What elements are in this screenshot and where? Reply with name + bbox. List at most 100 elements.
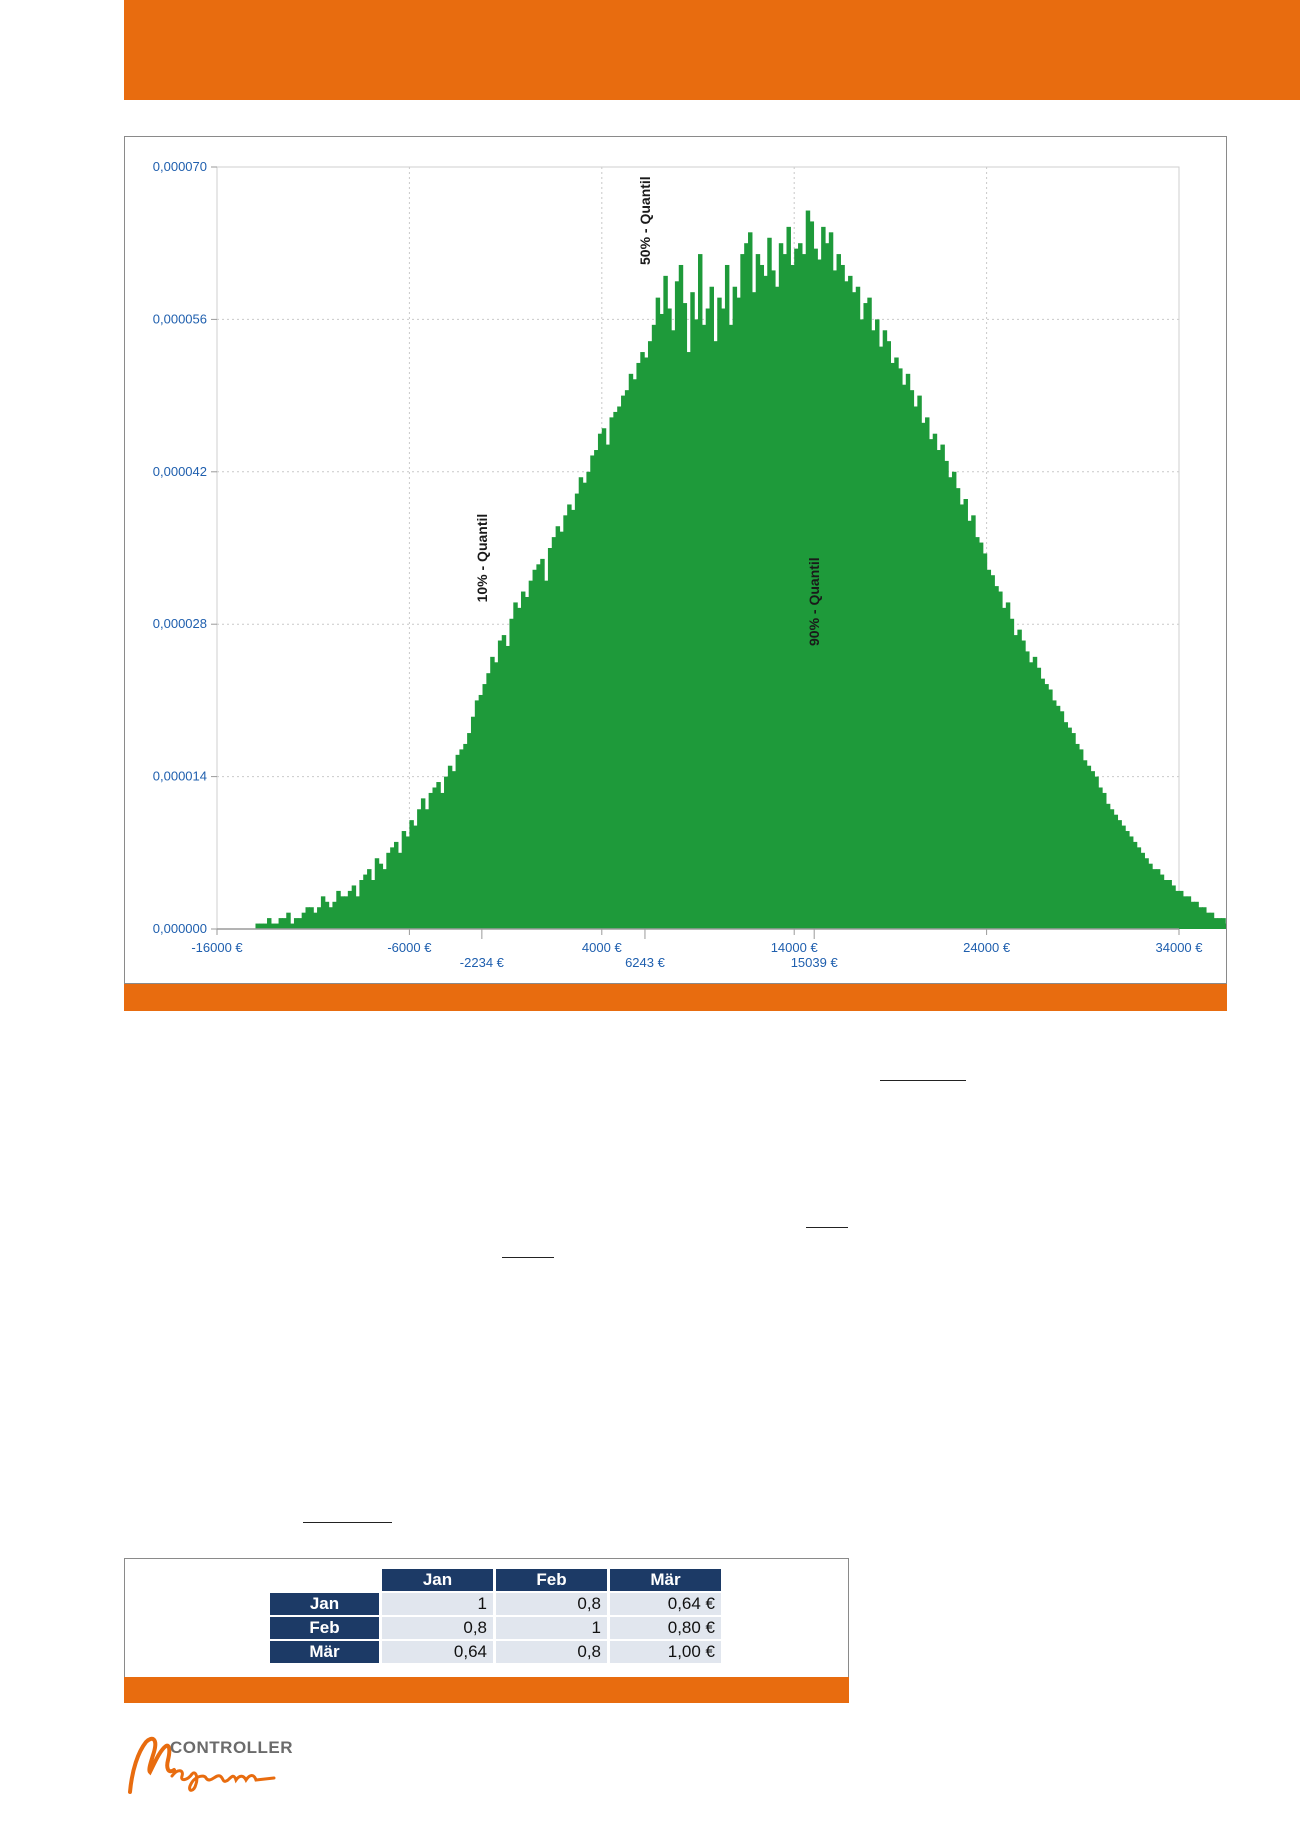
histogram-bar bbox=[667, 308, 672, 929]
histogram-bar bbox=[1198, 907, 1203, 929]
histogram-bar bbox=[490, 656, 495, 929]
histogram-bar bbox=[913, 406, 918, 929]
histogram-bar bbox=[698, 254, 703, 930]
histogram-bar bbox=[705, 308, 711, 929]
histogram-bar bbox=[486, 673, 491, 929]
histogram-bar bbox=[497, 640, 503, 929]
header-band bbox=[124, 0, 1300, 100]
histogram-bar bbox=[709, 286, 714, 929]
histogram-bar bbox=[717, 297, 722, 929]
histogram-bar bbox=[1128, 836, 1134, 929]
histogram-bar bbox=[513, 602, 518, 929]
histogram-bar bbox=[1179, 890, 1184, 929]
histogram-bar bbox=[774, 286, 780, 929]
histogram-bar bbox=[317, 907, 322, 929]
histogram-bar bbox=[982, 553, 988, 929]
histogram-bar bbox=[801, 254, 807, 930]
histogram-bar bbox=[474, 700, 480, 929]
histogram-bar bbox=[597, 433, 603, 929]
histogram-bar bbox=[320, 896, 326, 929]
histogram-bar bbox=[998, 591, 1003, 929]
histogram-bar bbox=[1136, 847, 1142, 929]
histogram-bar bbox=[928, 439, 934, 929]
table-cell: 0,8 bbox=[382, 1617, 493, 1639]
histogram-bar bbox=[782, 254, 788, 930]
histogram-bar bbox=[501, 635, 507, 929]
histogram-bar bbox=[278, 918, 284, 929]
histogram-bar bbox=[1140, 852, 1145, 929]
histogram-bar bbox=[401, 831, 407, 929]
histogram-bar bbox=[374, 858, 380, 929]
histogram-bar bbox=[628, 373, 634, 929]
histogram-bar bbox=[347, 890, 353, 929]
x-tick-label: -16000 € bbox=[191, 940, 243, 955]
histogram-bar bbox=[1059, 711, 1065, 929]
histogram-bar bbox=[351, 885, 357, 929]
histogram-bar bbox=[274, 923, 280, 929]
histogram-bar bbox=[436, 782, 441, 929]
histogram-bar bbox=[1105, 803, 1111, 929]
histogram-bar bbox=[848, 275, 853, 929]
histogram-bar bbox=[1067, 727, 1072, 929]
histogram-bar bbox=[959, 504, 965, 929]
histogram-bar bbox=[305, 907, 310, 929]
histogram-bar bbox=[1202, 907, 1207, 929]
histogram-bar bbox=[925, 417, 930, 929]
histogram-bar bbox=[1032, 656, 1038, 929]
controller-magazin-logo: CONTROLLER bbox=[124, 1730, 293, 1800]
histogram-bar bbox=[971, 515, 976, 929]
histogram-bar bbox=[336, 890, 341, 929]
histogram-bar bbox=[851, 292, 857, 929]
histogram-bar bbox=[751, 292, 757, 929]
histogram-bar bbox=[771, 270, 776, 929]
histogram-bar bbox=[674, 281, 680, 929]
histogram-bar bbox=[428, 792, 434, 929]
histogram-bar bbox=[967, 520, 972, 929]
histogram-bar bbox=[828, 232, 834, 929]
histogram-bar bbox=[875, 319, 880, 929]
histogram-bar bbox=[482, 684, 487, 929]
histogram-bar bbox=[940, 444, 945, 929]
table-column-header: Feb bbox=[496, 1569, 607, 1591]
histogram-bar bbox=[293, 918, 299, 929]
histogram-bar bbox=[1125, 831, 1130, 929]
histogram-bar bbox=[767, 237, 772, 929]
histogram-bar bbox=[463, 743, 468, 929]
histogram-bar bbox=[732, 286, 738, 929]
histogram-bar bbox=[494, 662, 499, 929]
histogram-bar bbox=[578, 477, 584, 929]
histogram-bar bbox=[528, 580, 534, 929]
histogram-bar bbox=[1017, 629, 1022, 929]
histogram-bar bbox=[917, 395, 922, 930]
histogram-bar bbox=[1090, 771, 1095, 929]
histogram-bar bbox=[1194, 901, 1199, 929]
histogram-bar bbox=[1071, 733, 1076, 929]
histogram-bar bbox=[563, 515, 568, 929]
histogram-bar bbox=[721, 308, 726, 929]
correlation-table: Jan Feb Mär Jan 1 0,8 0,64 € Feb 0,8 1 0… bbox=[267, 1567, 724, 1665]
histogram-bar bbox=[840, 264, 845, 930]
histogram-bar bbox=[1078, 749, 1084, 929]
histogram-bar bbox=[909, 390, 915, 929]
quantile-label: 50% - Quantil bbox=[637, 176, 653, 265]
histogram-bar bbox=[397, 852, 403, 929]
histogram-bar bbox=[1121, 825, 1126, 929]
histogram-bar bbox=[417, 809, 422, 929]
histogram-bar bbox=[332, 901, 337, 929]
histogram-bar bbox=[951, 471, 957, 929]
histogram-bar bbox=[1021, 640, 1026, 929]
histogram-bar bbox=[1028, 662, 1034, 929]
histogram-bar bbox=[409, 820, 414, 929]
x-tick-label: 4000 € bbox=[582, 940, 623, 955]
histogram-bar bbox=[759, 264, 765, 930]
histogram-bar bbox=[617, 406, 622, 929]
text-underline-mark bbox=[806, 1227, 848, 1228]
histogram-bar bbox=[871, 330, 876, 929]
histogram-bar bbox=[467, 733, 472, 929]
histogram-bar bbox=[559, 531, 564, 929]
histogram-bar bbox=[451, 771, 457, 929]
histogram-bar bbox=[524, 596, 530, 929]
histogram-bar bbox=[1144, 858, 1149, 929]
histogram-bar bbox=[686, 352, 691, 929]
histogram-bar bbox=[301, 912, 307, 929]
